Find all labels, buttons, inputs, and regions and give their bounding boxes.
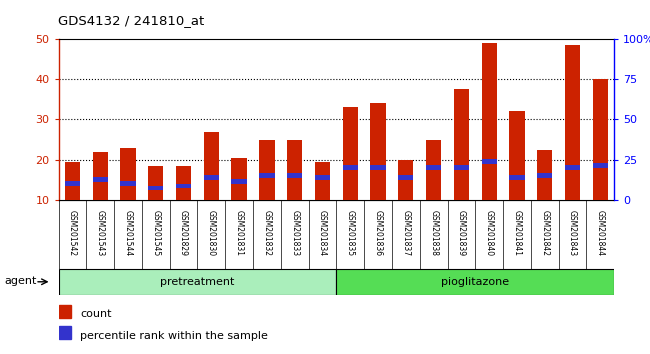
Bar xyxy=(65,162,80,200)
Bar xyxy=(510,176,525,180)
Bar xyxy=(593,79,608,200)
Text: GSM201838: GSM201838 xyxy=(429,210,438,256)
Text: GSM201832: GSM201832 xyxy=(263,210,272,256)
Bar xyxy=(120,148,136,200)
Text: GSM201842: GSM201842 xyxy=(540,210,549,256)
Bar xyxy=(343,107,358,200)
Text: GSM201545: GSM201545 xyxy=(151,210,161,257)
Text: GSM201837: GSM201837 xyxy=(401,210,410,257)
Bar xyxy=(510,112,525,200)
Text: GSM201840: GSM201840 xyxy=(485,210,494,257)
Text: GDS4132 / 241810_at: GDS4132 / 241810_at xyxy=(58,14,205,27)
Bar xyxy=(259,139,274,200)
Bar xyxy=(92,152,108,200)
Bar xyxy=(370,103,385,200)
Bar xyxy=(148,185,163,190)
Text: GSM201839: GSM201839 xyxy=(457,210,466,257)
FancyBboxPatch shape xyxy=(337,269,614,295)
Text: pretreatment: pretreatment xyxy=(161,277,235,287)
Text: GSM201542: GSM201542 xyxy=(68,210,77,257)
FancyBboxPatch shape xyxy=(58,269,337,295)
Bar xyxy=(398,160,413,200)
Bar xyxy=(58,326,71,339)
Text: count: count xyxy=(80,309,112,319)
Bar xyxy=(176,183,191,188)
Bar xyxy=(231,179,247,184)
Bar xyxy=(203,132,219,200)
Bar xyxy=(92,177,108,182)
Bar xyxy=(315,162,330,200)
Bar xyxy=(343,165,358,170)
Bar xyxy=(537,150,552,200)
Bar xyxy=(231,158,247,200)
Bar xyxy=(426,139,441,200)
Text: agent: agent xyxy=(5,276,37,286)
Bar xyxy=(398,176,413,180)
Text: GSM201844: GSM201844 xyxy=(596,210,605,257)
Bar xyxy=(203,176,219,180)
Bar xyxy=(287,173,302,178)
Bar xyxy=(120,182,136,186)
Bar xyxy=(370,165,385,170)
Bar xyxy=(454,165,469,170)
Bar xyxy=(593,163,608,168)
Text: GSM201835: GSM201835 xyxy=(346,210,355,257)
Bar xyxy=(565,45,580,200)
Bar xyxy=(148,166,163,200)
Bar xyxy=(315,176,330,180)
Text: GSM201834: GSM201834 xyxy=(318,210,327,257)
Bar xyxy=(565,165,580,170)
Text: GSM201833: GSM201833 xyxy=(290,210,299,257)
Bar xyxy=(454,89,469,200)
Text: percentile rank within the sample: percentile rank within the sample xyxy=(80,331,268,341)
Text: pioglitazone: pioglitazone xyxy=(441,277,510,287)
Bar xyxy=(482,159,497,164)
Bar xyxy=(426,165,441,170)
Text: GSM201544: GSM201544 xyxy=(124,210,133,257)
Bar xyxy=(287,139,302,200)
Text: GSM201843: GSM201843 xyxy=(568,210,577,257)
Text: GSM201831: GSM201831 xyxy=(235,210,244,256)
Text: GSM201836: GSM201836 xyxy=(374,210,383,257)
Text: GSM201543: GSM201543 xyxy=(96,210,105,257)
Bar xyxy=(65,182,80,186)
Bar xyxy=(259,173,274,178)
Bar xyxy=(176,166,191,200)
Bar xyxy=(482,43,497,200)
Bar xyxy=(537,173,552,178)
Text: GSM201829: GSM201829 xyxy=(179,210,188,256)
Bar xyxy=(58,304,71,318)
Text: GSM201830: GSM201830 xyxy=(207,210,216,257)
Text: GSM201841: GSM201841 xyxy=(512,210,521,256)
